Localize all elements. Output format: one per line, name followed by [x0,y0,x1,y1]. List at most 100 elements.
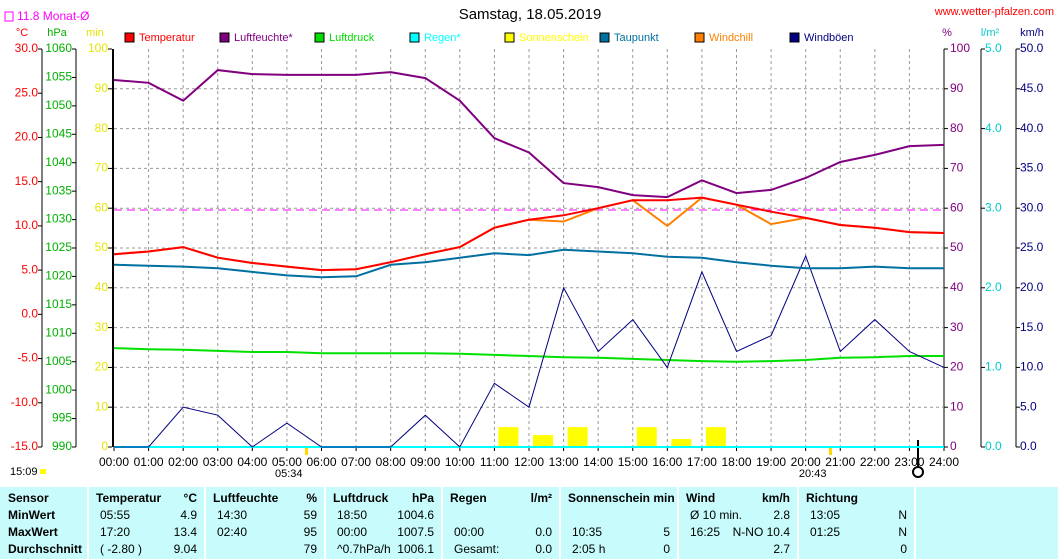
table-cell-value: 0.0 [535,542,552,556]
tick-label: 30.0 [1020,200,1044,214]
x-tick-label: 10:00 [445,455,475,469]
tick-label: 1015 [45,297,72,311]
tick-label: 1045 [45,126,72,140]
x-tick-label: 23:00 [894,455,924,469]
table-cell-time: Ø 10 min. [690,508,742,522]
x-tick-label: 24:00 [929,455,959,469]
x-tick-label: 11:00 [480,455,509,469]
tick-label: 1020 [45,269,72,283]
series-line [114,254,945,448]
tick-label: 1055 [45,70,72,84]
now-circle [912,466,924,478]
series-line [113,248,944,279]
tick-label: -10.0 [11,395,39,409]
table-header: Richtung [806,491,858,505]
table-header: Regen [450,491,487,505]
legend-swatch [504,32,515,43]
table-cell-time: Gesamt: [454,542,499,556]
x-tick-label: 07:00 [341,455,371,469]
table-cell-value: 9.04 [174,542,198,556]
axis-unit: km/h [1020,27,1044,39]
table-header: Temperatur [96,491,161,505]
axis-unit: % [942,27,952,39]
tick-label: 40.0 [1020,121,1044,135]
sunshine-bar [671,439,692,447]
table-cell-value: 4.9 [180,508,197,522]
table-unit: % [306,491,317,505]
tick-label: 0.0 [985,439,1002,453]
legend-swatch [219,32,230,43]
table-cell-value: N [898,508,907,522]
table-cell-time: 01:25 [810,525,840,539]
x-tick-label: 21:00 [825,455,855,469]
x-tick-label: 12:00 [514,455,544,469]
table-cell-time: 00:00 [454,525,484,539]
table-cell-time: 00:00 [337,525,367,539]
table-cell-time: 2:05 h [572,542,605,556]
tick-label: 1050 [45,98,72,112]
tick-label: 1000 [45,382,72,396]
table-header: Wind [686,491,715,505]
tick-label: 1005 [45,354,72,368]
tick-label: 10 [95,399,109,413]
tick-label: 0 [101,439,108,453]
x-tick-label: 13:00 [549,455,579,469]
table-cell-value: 13.4 [174,525,198,539]
table-cell-time: 14:30 [217,508,247,522]
sunshine-bar [567,427,588,447]
plot-left [112,49,114,447]
tick-label: 10.0 [15,218,39,232]
tick-label: 5.0 [985,41,1002,55]
tick-label: 20 [950,360,964,374]
tick-label: 70 [950,161,964,175]
tick-label: 40 [95,280,109,294]
tick-label: 80 [950,121,964,135]
tick-label: 90 [95,81,109,95]
source: www.wetter-pfalzen.com [934,6,1054,18]
series-line [113,69,945,199]
table-unit: hPa [412,491,434,505]
tick-label: 10 [950,399,964,413]
x-tick-label: 02:00 [168,455,198,469]
table-cell-value: 59 [304,508,318,522]
tick-label: 20.0 [15,130,39,144]
tick-label: 50.0 [1020,41,1044,55]
table-cell-time: 02:40 [217,525,247,539]
tick-label: 4.0 [985,121,1002,135]
tick-label: 5.0 [1020,399,1037,413]
series-line [113,347,944,363]
tick-label: -5.0 [17,351,38,365]
sunshine-bar [533,435,553,447]
table-cell-time: 05:55 [100,508,130,522]
tick-label: 1060 [45,41,72,55]
series-line [113,196,945,272]
legend-swatch [694,32,705,43]
tick-label: 30 [95,320,109,334]
tick-label: 5.0 [21,262,38,276]
x-tick-label: 22:00 [860,455,890,469]
tick-label: 1040 [45,155,72,169]
tick-label: 50 [95,240,109,254]
table-cell-value: 2.8 [773,508,790,522]
tick-label: 0 [950,439,957,453]
table-header: Luftdruck [333,491,389,505]
tick-label: 25.0 [15,85,39,99]
axis-unit: hPa [47,27,67,39]
timestamp: 15:09 [10,466,38,478]
tick-label: 100 [88,41,108,55]
monthly-mean-label: 11.8 Monat-Ø [17,9,89,23]
table-row-label: MaxWert [8,525,58,539]
legend-label: Temperatur [139,32,195,44]
axis-unit: min [86,27,104,39]
axis-unit: l/m² [981,27,1000,39]
legend-label: Windböen [804,32,854,44]
sunshine-bar [498,427,519,447]
table-unit: km/h [762,491,790,505]
axis-unit: °C [16,27,28,39]
table-cell-value: 1004.6 [397,508,434,522]
tick-label: 80 [95,121,109,135]
legend-label: Windchill [709,32,753,44]
tick-label: 15.0 [1020,320,1044,334]
tick-label: 10.0 [1020,360,1044,374]
